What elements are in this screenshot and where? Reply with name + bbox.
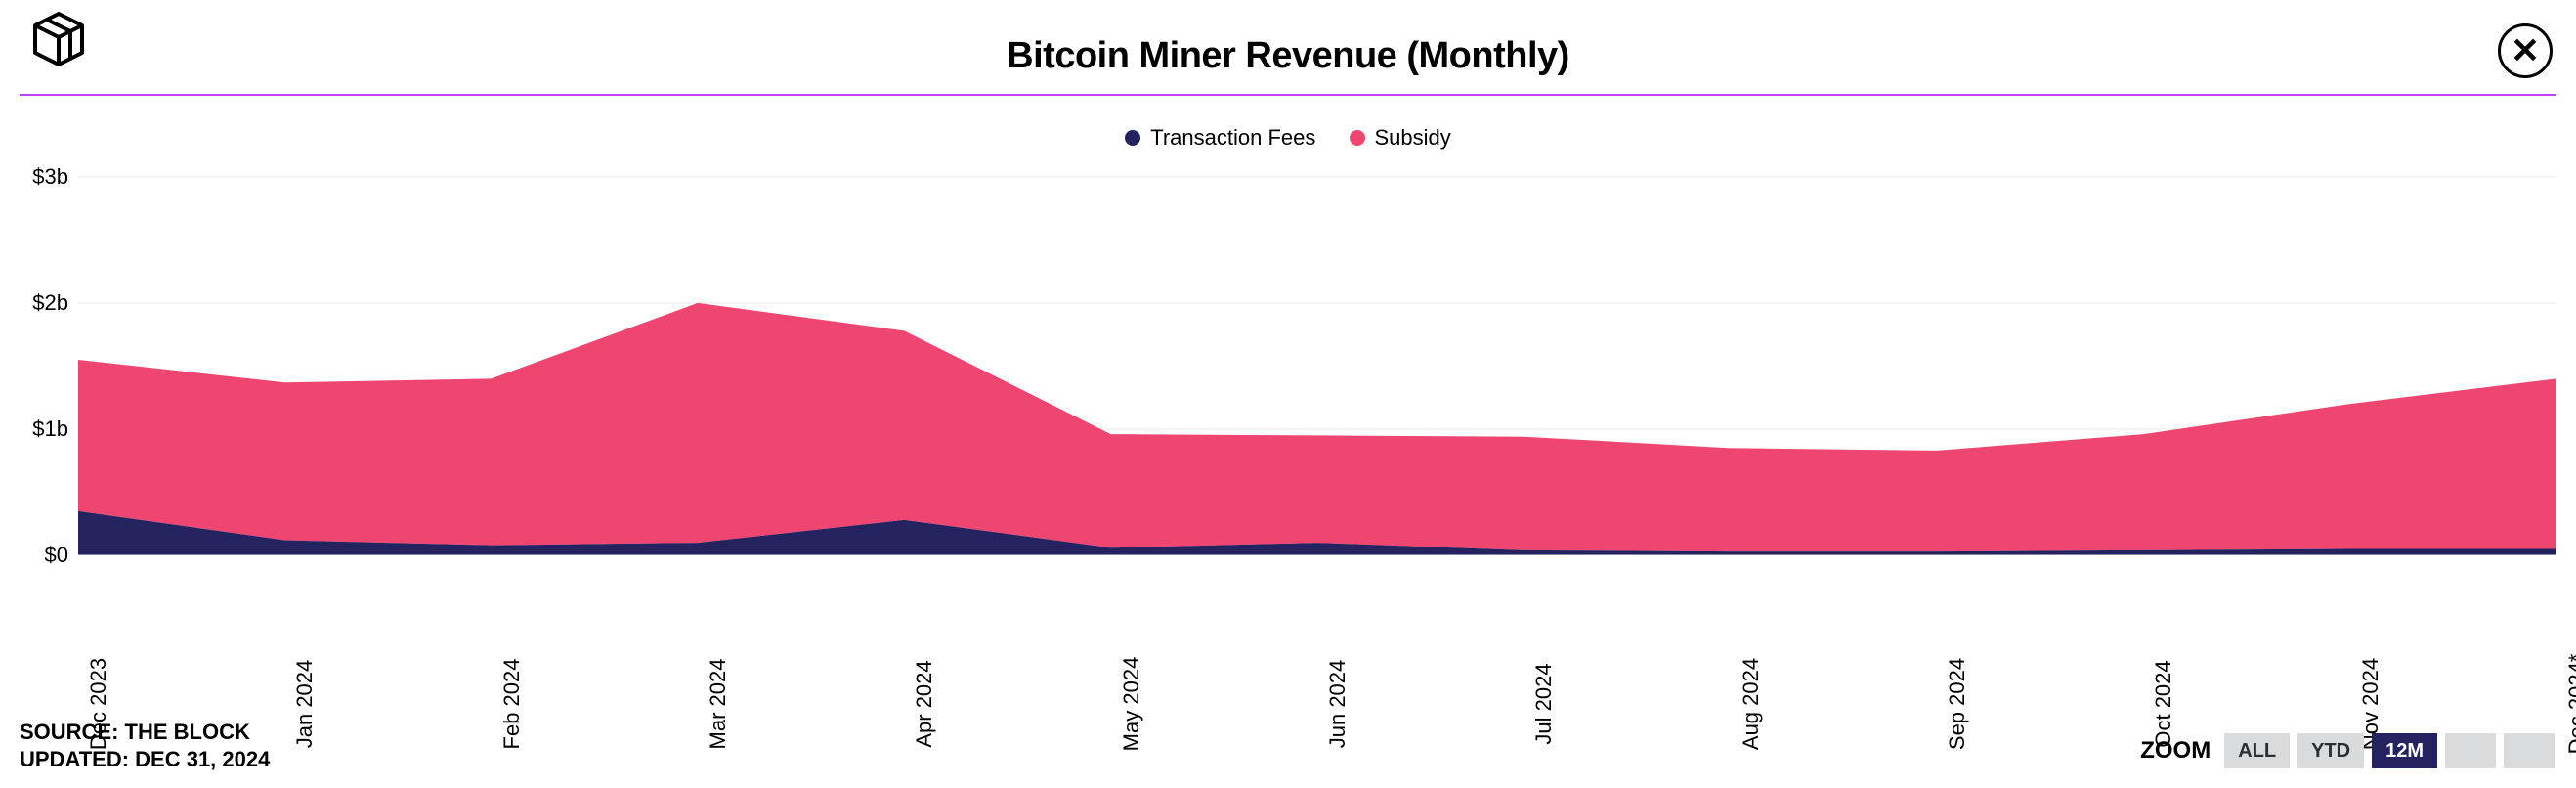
zoom-button-12m[interactable]: 12M <box>2372 733 2437 768</box>
legend-swatch-icon <box>1125 130 1140 146</box>
chart-legend: Transaction Fees Subsidy <box>0 125 2576 152</box>
x-axis-tick-label: May 2024 <box>1119 657 1144 752</box>
x-axis-tick-label: Mar 2024 <box>706 659 731 750</box>
legend-item: Transaction Fees <box>1125 125 1315 151</box>
x-axis-tick-label: Apr 2024 <box>912 660 937 747</box>
legend-swatch-icon <box>1350 130 1365 146</box>
legend-label: Subsidy <box>1375 125 1451 151</box>
x-axis-tick-label: Aug 2024 <box>1739 658 1764 750</box>
chart-footer: SOURCE: THE BLOCK UPDATED: DEC 31, 2024 <box>20 719 270 772</box>
y-axis-tick-label: $2b <box>20 290 68 316</box>
x-axis-tick-label: Jul 2024 <box>1531 663 1557 744</box>
x-axis-tick-label: Feb 2024 <box>499 659 525 750</box>
close-button[interactable]: ✕ <box>2498 23 2553 78</box>
zoom-button-blank[interactable] <box>2504 733 2555 768</box>
x-axis-tick-label: Jan 2024 <box>292 660 318 749</box>
zoom-label: ZOOM <box>2140 737 2211 765</box>
header-divider <box>20 94 2556 96</box>
zoom-button-ytd[interactable]: YTD <box>2297 733 2364 768</box>
chart-x-axis-labels: Dec 2023Jan 2024Feb 2024Mar 2024Apr 2024… <box>20 577 2556 714</box>
zoom-controls: ZOOM ALL YTD 12M <box>2140 733 2555 768</box>
y-axis-tick-label: $0 <box>20 543 68 568</box>
x-axis-tick-label: Dec 2024* <box>2564 654 2576 755</box>
chart-svg <box>20 164 2556 555</box>
chart-plot-area: $0$1b$2b$3b <box>20 164 2556 555</box>
y-axis-tick-label: $3b <box>20 164 68 190</box>
zoom-button-all[interactable]: ALL <box>2224 733 2290 768</box>
zoom-button-blank[interactable] <box>2445 733 2496 768</box>
close-icon: ✕ <box>2511 30 2540 71</box>
x-axis-tick-label: Sep 2024 <box>1945 658 1970 750</box>
chart-title: Bitcoin Miner Revenue (Monthly) <box>0 35 2576 77</box>
x-axis-tick-label: Jun 2024 <box>1325 660 1351 749</box>
source-label: SOURCE: THE BLOCK <box>20 719 270 746</box>
updated-label: UPDATED: DEC 31, 2024 <box>20 746 270 773</box>
legend-label: Transaction Fees <box>1150 125 1315 151</box>
y-axis-tick-label: $1b <box>20 416 68 442</box>
legend-item: Subsidy <box>1350 125 1451 151</box>
